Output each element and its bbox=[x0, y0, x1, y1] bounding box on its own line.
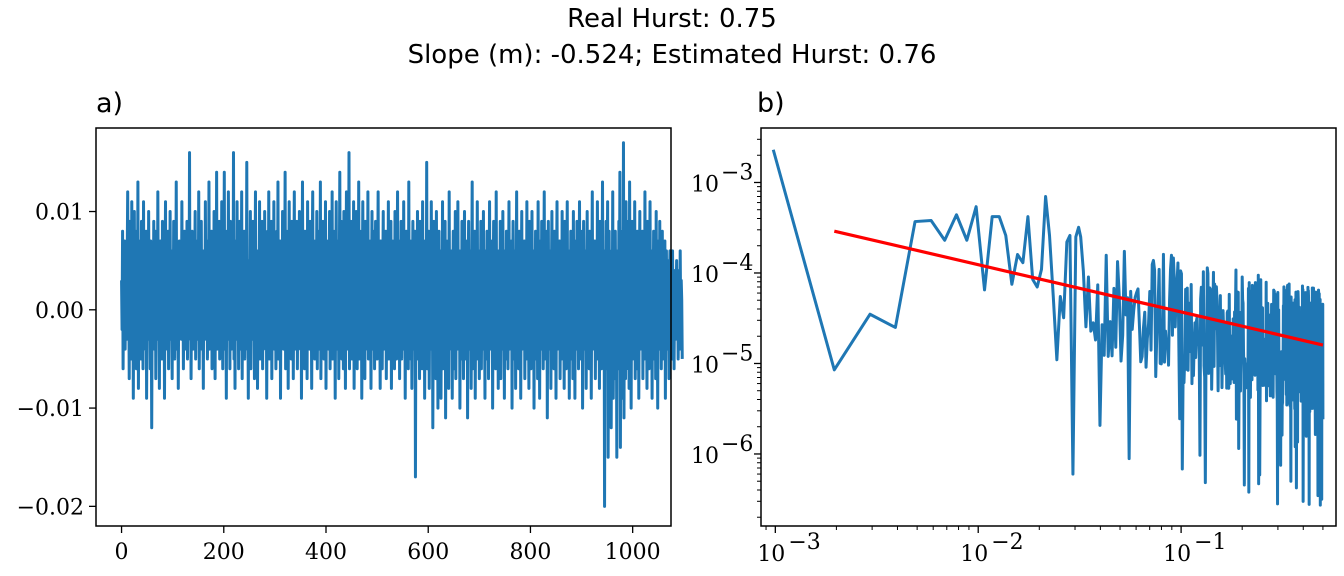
y-tick-exponent: −4 bbox=[721, 251, 753, 276]
figure-title-line2: Slope (m): -0.524; Estimated Hurst: 0.76 bbox=[407, 40, 937, 70]
series-line bbox=[120, 141, 684, 508]
x-tick-label: 1000 bbox=[605, 540, 661, 565]
y-tick-label: 10 bbox=[691, 263, 719, 288]
x-tick-label: 0 bbox=[115, 540, 129, 565]
figure-title-line1: Real Hurst: 0.75 bbox=[567, 4, 777, 34]
panel-a-label: a) bbox=[96, 88, 124, 119]
x-tick-label: 200 bbox=[203, 540, 245, 565]
fit-line bbox=[833, 229, 1324, 347]
panel-b-power-spectrum: 10 −3 10 −2 10 −110 −610 −510 −410 −3 bbox=[691, 127, 1337, 567]
x-tick-label: 400 bbox=[305, 540, 347, 565]
panel-a-time-series: 0 200 400 600 800 1000 −0.02 −0.01 0.00 0.01 bbox=[17, 127, 684, 565]
x-tick-label: 10 bbox=[1163, 542, 1191, 567]
x-tick-label: 800 bbox=[509, 540, 551, 565]
y-tick-exponent: −5 bbox=[721, 341, 753, 366]
y-tick-label: 0.01 bbox=[35, 201, 84, 226]
y-tick-label: −0.02 bbox=[17, 495, 84, 520]
x-tick-label: 10 bbox=[757, 542, 785, 567]
plot-frame bbox=[95, 127, 672, 527]
panel-b-label: b) bbox=[757, 88, 785, 119]
y-tick-exponent: −6 bbox=[721, 432, 753, 457]
y-tick-exponent: −3 bbox=[721, 160, 753, 185]
y-tick-label: 10 bbox=[691, 444, 719, 469]
y-tick-label: 10 bbox=[691, 172, 719, 197]
y-tick-label: 10 bbox=[691, 353, 719, 378]
y-tick-label: −0.01 bbox=[17, 397, 84, 422]
x-tick-label: 600 bbox=[407, 540, 449, 565]
x-tick-exponent: −2 bbox=[991, 530, 1023, 555]
y-tick-label: 0.00 bbox=[35, 299, 84, 324]
spectrum-line bbox=[771, 149, 1325, 507]
plot-frame bbox=[760, 127, 1337, 527]
x-tick-exponent: −1 bbox=[1194, 530, 1226, 555]
x-tick-exponent: −3 bbox=[788, 530, 820, 555]
x-tick-label: 10 bbox=[960, 542, 988, 567]
